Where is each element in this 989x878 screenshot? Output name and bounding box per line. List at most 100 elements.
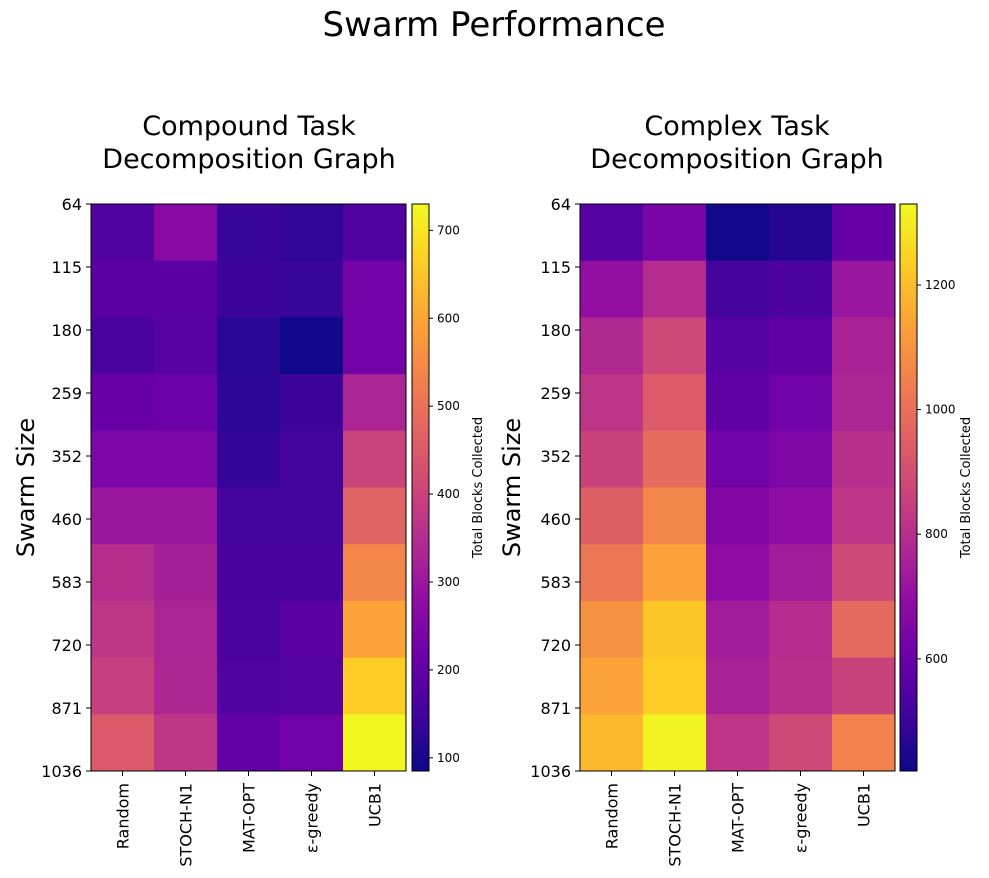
x-tick-label: UCB1 (855, 783, 874, 827)
heatmap-cell (280, 600, 344, 659)
y-tick-label: 720 (51, 636, 82, 655)
colorbar-label: Total Blocks Collected (471, 417, 486, 559)
heatmap-cell (91, 260, 155, 318)
heatmap-cell (217, 487, 281, 545)
heatmap-cell (706, 204, 770, 262)
panel-title-line: Compound Task (142, 111, 356, 142)
colorbar-tick-label: 600 (437, 311, 460, 325)
heatmap-cell (154, 544, 218, 602)
x-tick-label: STOCH-N1 (177, 783, 196, 867)
heatmap-cell (280, 374, 344, 432)
y-tick-label: 115 (540, 258, 571, 277)
heatmap-cell (91, 204, 155, 262)
heatmap-cell (580, 260, 644, 318)
colorbar-tick-label: 1000 (925, 403, 956, 417)
heatmap-cell (217, 430, 281, 488)
heatmap-cell (580, 600, 644, 659)
y-axis-label: Swarm Size (498, 418, 526, 557)
heatmap-cell (706, 544, 770, 602)
heatmap-cell (580, 714, 644, 772)
heatmap-cell (343, 544, 407, 602)
heatmap-cell (343, 657, 407, 715)
heatmap-cell (91, 714, 155, 772)
heatmap-cell (643, 317, 707, 375)
heatmap-cell (217, 260, 281, 318)
heatmap-cell (769, 600, 833, 659)
heatmap-cell (643, 714, 707, 772)
heatmap-cell (769, 374, 833, 432)
heatmap-cell (280, 544, 344, 602)
y-tick-label: 583 (540, 573, 571, 592)
heatmap-cell (154, 317, 218, 375)
heatmap-cell (832, 544, 896, 602)
heatmap-cell (769, 204, 833, 262)
heatmap-cell (217, 374, 281, 432)
heatmap-cell (832, 204, 896, 262)
heatmap-cell (580, 544, 644, 602)
y-tick-label: 460 (51, 510, 82, 529)
heatmap-cell (643, 260, 707, 318)
heatmap-cell (643, 657, 707, 715)
heatmap-cell (91, 317, 155, 375)
heatmap-cell (769, 714, 833, 772)
heatmap-cell (832, 714, 896, 772)
heatmap-cell (580, 657, 644, 715)
heatmap-cell (832, 487, 896, 545)
colorbar-tick-label: 500 (437, 399, 460, 413)
heatmap-cell (769, 317, 833, 375)
heatmap-cell (280, 657, 344, 715)
y-tick-label: 259 (51, 384, 82, 403)
y-tick-label: 352 (51, 447, 82, 466)
colorbar (411, 203, 430, 772)
colorbar-tick-label: 1200 (925, 278, 956, 292)
heatmap-cell (154, 260, 218, 318)
panel-title-line: Complex Task (644, 111, 830, 142)
heatmap-cell (343, 600, 407, 659)
x-tick-label: Random (603, 783, 622, 849)
heatmap-cell (91, 374, 155, 432)
heatmap-cell (769, 487, 833, 545)
heatmap-cell (91, 487, 155, 545)
x-tick-label: STOCH-N1 (666, 783, 685, 867)
heatmap-cell (832, 374, 896, 432)
heatmap-cell (706, 600, 770, 659)
y-tick-label: 720 (540, 636, 571, 655)
heatmap-cell (643, 600, 707, 659)
heatmap-cell (580, 204, 644, 262)
x-tick-label: MAT-OPT (240, 783, 259, 853)
colorbar-tick-label: 200 (437, 663, 460, 677)
heatmap-cell (580, 430, 644, 488)
x-tick-label: UCB1 (366, 783, 385, 827)
heatmap-cell (154, 487, 218, 545)
x-tick-label: ε-greedy (792, 783, 811, 853)
y-tick-label: 180 (540, 321, 571, 340)
heatmap-cell (343, 204, 407, 262)
heatmap-cell (280, 204, 344, 262)
colorbar-tick-label: 300 (437, 575, 460, 589)
heatmap-cell (154, 600, 218, 659)
heatmap-cell (643, 204, 707, 262)
heatmap-cell (706, 657, 770, 715)
figure-title: Swarm Performance (323, 5, 666, 45)
heatmap-cell (217, 600, 281, 659)
heatmap-cell (91, 600, 155, 659)
heatmap-cell (769, 260, 833, 318)
y-tick-label: 871 (51, 699, 82, 718)
y-tick-label: 871 (540, 699, 571, 718)
heatmap-cell (706, 430, 770, 488)
x-tick-label: Random (114, 783, 133, 849)
heatmap-cell (643, 430, 707, 488)
heatmap-cell (154, 374, 218, 432)
heatmap-cell (217, 657, 281, 715)
heatmap-cell (706, 374, 770, 432)
x-tick-label: ε-greedy (303, 783, 322, 853)
heatmap-cell (343, 260, 407, 318)
y-tick-label: 180 (51, 321, 82, 340)
heatmap-cell (580, 487, 644, 545)
heatmap-cell (154, 714, 218, 772)
heatmap-cell (280, 430, 344, 488)
y-tick-label: 64 (551, 195, 571, 214)
heatmap-cell (280, 317, 344, 375)
